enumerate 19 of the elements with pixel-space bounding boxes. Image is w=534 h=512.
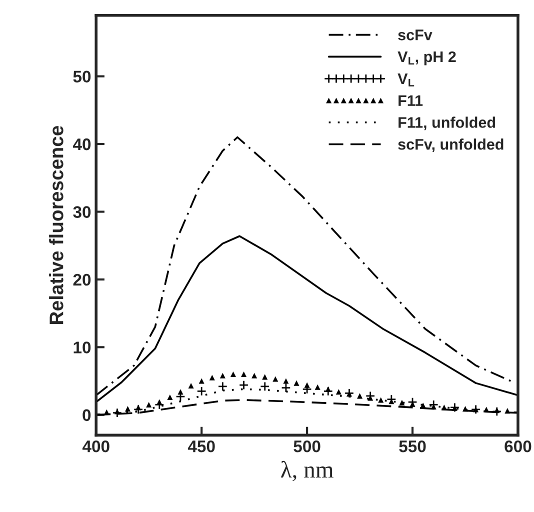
legend-label: F11, unfolded (398, 116, 496, 130)
legend-label: scFv (398, 30, 432, 40)
y-tick-label: 0 (82, 409, 91, 422)
x-tick-label: 450 (188, 440, 215, 452)
y-tick-label: 10 (74, 342, 91, 354)
legend-label: scFv, unfolded (398, 138, 504, 152)
x-tick-label: 550 (399, 440, 426, 452)
y-tick-label: 20 (73, 274, 91, 286)
x-tick-label: 500 (294, 440, 320, 452)
y-tick-label: 40 (72, 138, 91, 150)
legend-label: F11 (398, 95, 423, 106)
x-tick-label: 400 (82, 440, 110, 452)
y-tick-label: 30 (73, 206, 91, 218)
y-tick-label: 50 (73, 70, 91, 83)
x-tick-label: 600 (504, 440, 532, 452)
legend-label: V$_{L}$, pH 2 (398, 51, 456, 66)
x-axis-title: λ, nm (280, 460, 334, 482)
legend-label: V$_{L}$ (398, 73, 414, 86)
y-axis-title: Relative fluorescence (49, 126, 64, 324)
